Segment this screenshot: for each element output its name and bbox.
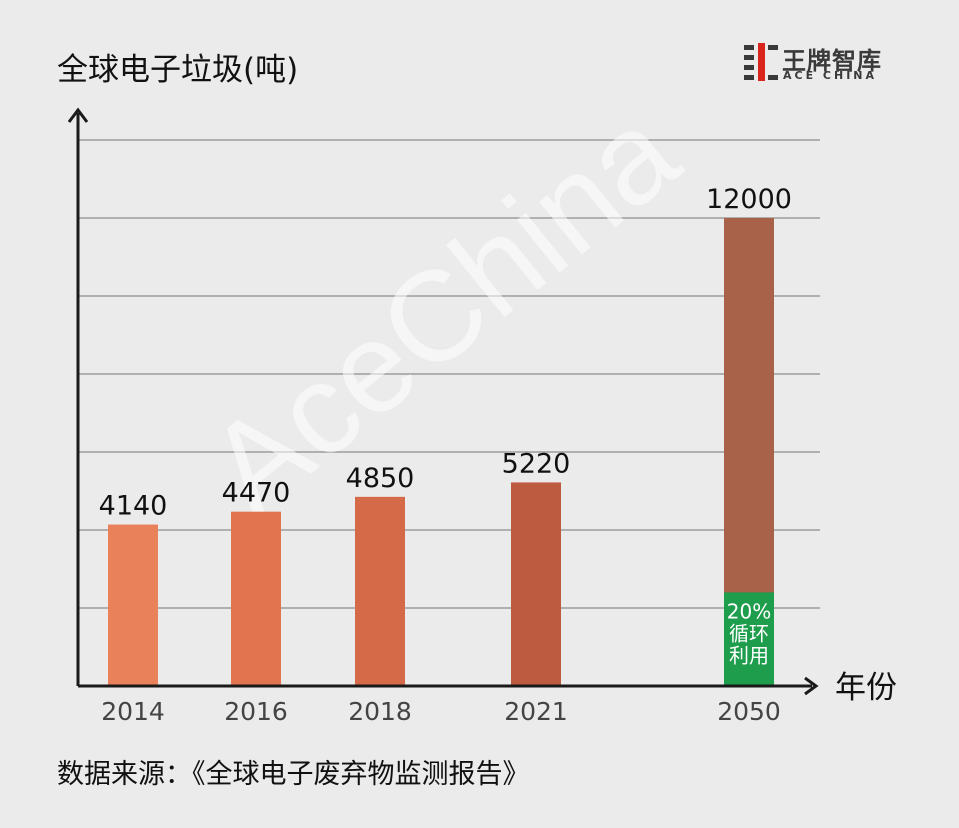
data-label: 4850: [346, 463, 415, 494]
ace-china-logo-icon: [744, 43, 778, 81]
y-axis-arrow-icon: [67, 107, 89, 123]
data-label: 5220: [502, 448, 571, 479]
recycle-label: 循环: [729, 621, 769, 645]
data-source: 数据来源：《全球电子废弃物监测报告》: [57, 759, 530, 790]
data-label: 4470: [222, 478, 291, 509]
x-tick-label: 2016: [224, 697, 288, 726]
recycle-label: 利用: [729, 643, 769, 667]
x-tick-label: 2021: [504, 697, 568, 726]
logo-name-en: ACE CHINA: [783, 69, 878, 82]
data-label: 4140: [99, 491, 168, 522]
labels: 4140 2014 4470 2016 4850 2018 5220 2021 12000 205…: [99, 184, 792, 726]
recycle-label: 20%: [727, 599, 771, 623]
axes: 年份: [67, 107, 897, 706]
gridlines: [78, 139, 820, 609]
bar: [355, 496, 405, 686]
x-tick-label: 2014: [101, 697, 165, 726]
bar: [231, 511, 281, 686]
bar: [511, 482, 561, 686]
x-axis-arrow-icon: [804, 676, 819, 696]
y-axis-label: 全球电子垃圾(吨): [57, 52, 299, 88]
bar: [108, 524, 158, 686]
x-axis-label: 年份: [835, 670, 897, 706]
data-label: 12000: [706, 184, 792, 215]
x-tick-label: 2050: [717, 697, 781, 726]
brand-logo: 王牌智库 ACE CHINA: [744, 43, 904, 85]
logo-name-cn: 王牌智库: [782, 47, 882, 75]
watermark: AceChina: [182, 80, 704, 541]
bars: [108, 218, 774, 686]
x-tick-label: 2018: [348, 697, 412, 726]
recycle-segment: [724, 592, 774, 686]
